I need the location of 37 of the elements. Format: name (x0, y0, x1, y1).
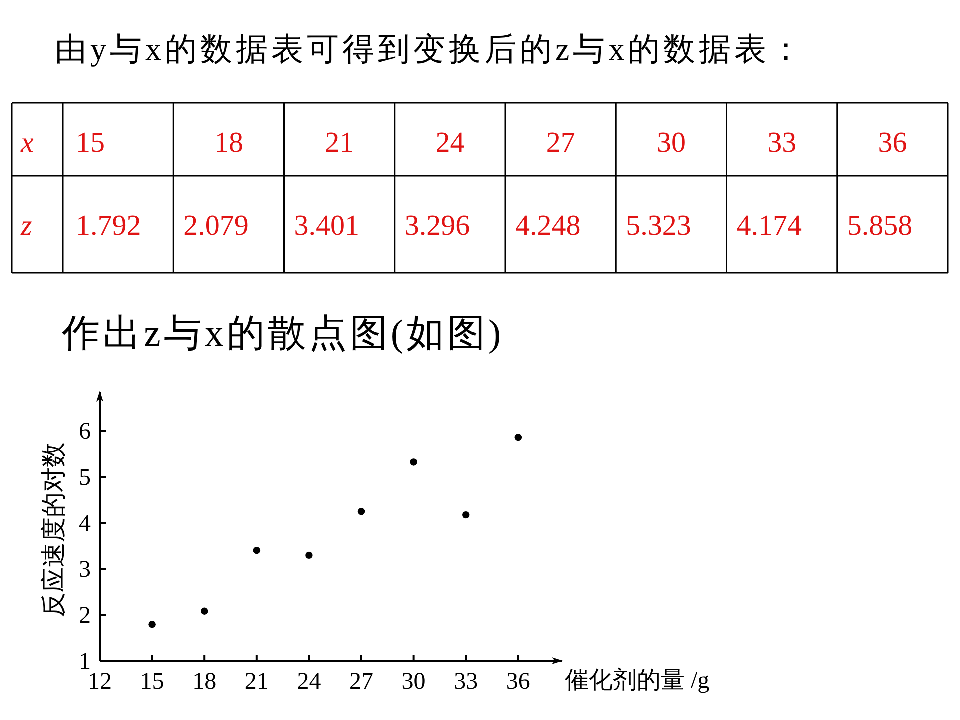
title: 由y与x的数据表可得到变换后的z与x的数据表： (55, 31, 806, 67)
x-tick-label: 36 (506, 669, 530, 695)
ylabel: 反应速度的对数 (41, 442, 68, 618)
series-name: z (21, 210, 32, 242)
x-tick-label: 24 (297, 669, 322, 695)
x-tick-label: 33 (454, 669, 478, 695)
x-tick-label: 27 (350, 669, 374, 695)
y-tick-label: 3 (79, 557, 91, 584)
category: 21 (325, 127, 354, 159)
value-label: 3.401 (294, 210, 360, 242)
title: 作出z与x的散点图(如图) (62, 313, 504, 355)
x-tick-label: 15 (140, 669, 164, 695)
category: 24 (436, 127, 465, 159)
y-tick-label: 5 (79, 465, 91, 492)
category: 27 (546, 127, 576, 159)
value-label: 4.174 (736, 210, 802, 242)
value-label: 5.323 (626, 210, 692, 242)
category: 33 (768, 127, 797, 159)
x-tick-label: 21 (244, 669, 269, 695)
category: 30 (656, 127, 686, 159)
y-tick-label: 6 (79, 419, 91, 446)
value-label: 3.296 (404, 210, 470, 242)
value-label: 1.792 (76, 210, 142, 242)
y-tick-label: 4 (79, 511, 91, 538)
value-label: 2.079 (184, 210, 249, 242)
value-label: 5.858 (847, 210, 913, 242)
category: 18 (214, 127, 244, 159)
value-label: 4.248 (516, 210, 581, 242)
xlabel: 催化剂的量 /g (565, 668, 710, 694)
x-tick-label: 18 (192, 669, 217, 695)
y-tick-label: 2 (79, 603, 91, 630)
category: 36 (878, 127, 908, 159)
xlabel: x (21, 127, 34, 159)
y-tick-label: 1 (79, 649, 91, 675)
category: 15 (76, 127, 105, 159)
x-tick-label: 12 (88, 669, 112, 695)
x-tick-label: 30 (402, 669, 426, 695)
